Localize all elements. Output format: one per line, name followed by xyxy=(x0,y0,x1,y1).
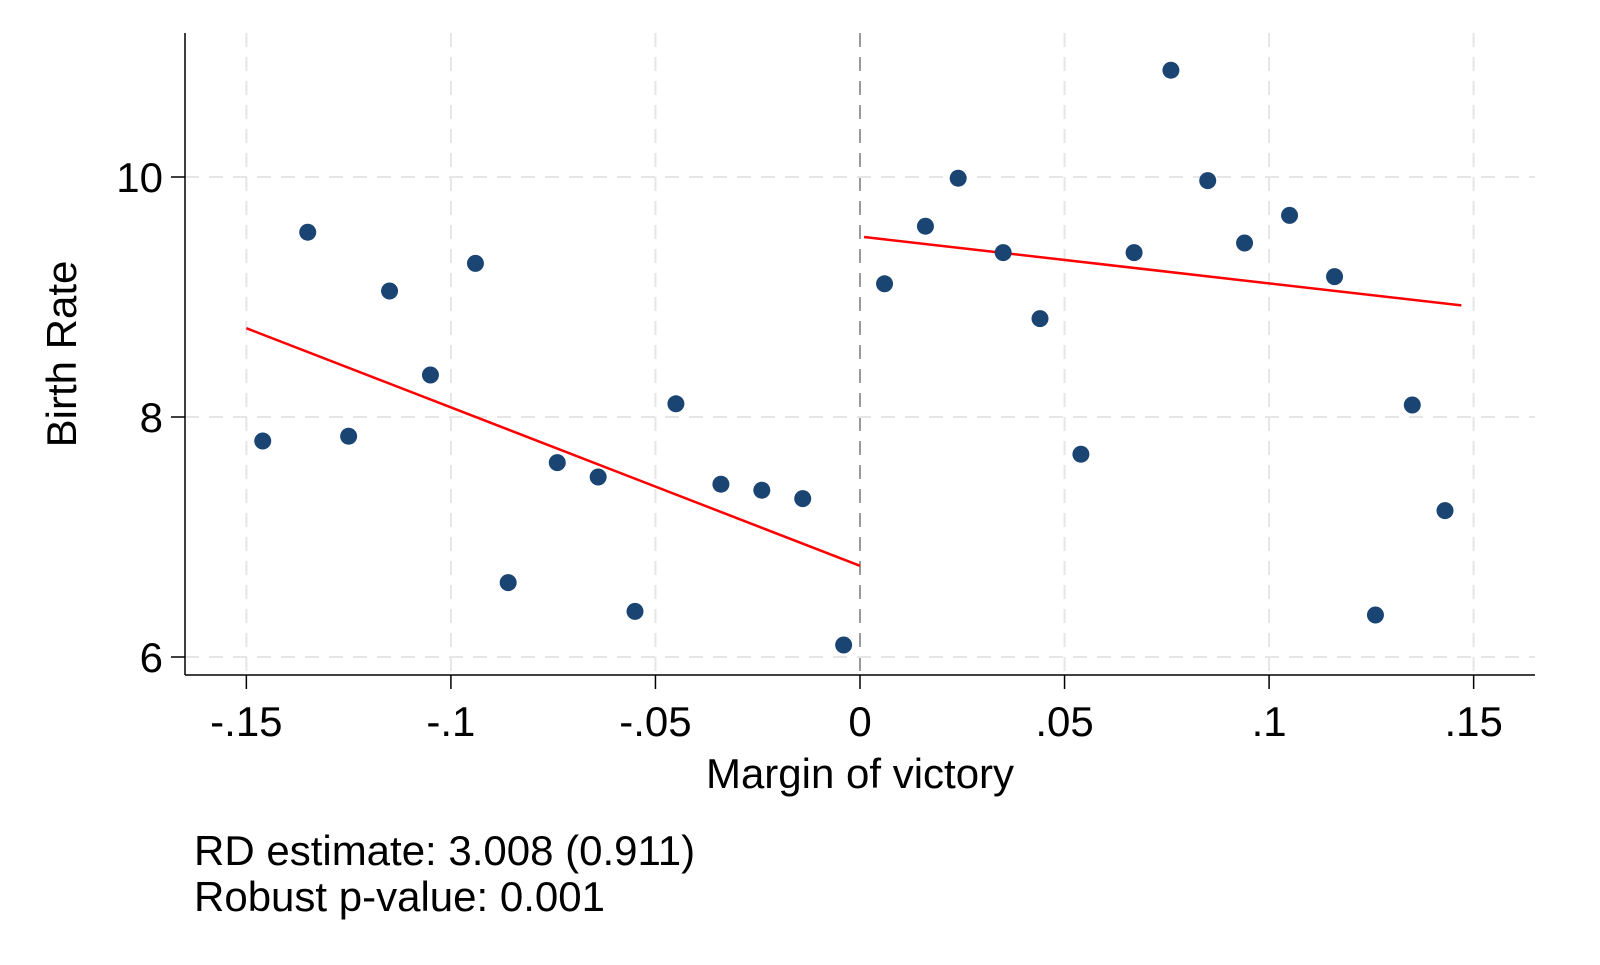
point-layer xyxy=(254,61,1454,654)
x-tick-label: -.1 xyxy=(426,698,475,745)
x-tick-label: .15 xyxy=(1444,698,1502,745)
data-point xyxy=(466,254,484,272)
data-point xyxy=(1436,502,1454,520)
fit-line-right xyxy=(863,235,1462,307)
y-tick-label: 6 xyxy=(140,634,163,681)
data-point xyxy=(1199,172,1217,190)
data-point xyxy=(1326,268,1344,286)
data-point xyxy=(299,223,317,241)
data-point xyxy=(994,244,1012,262)
x-tick-label: 0 xyxy=(848,698,871,745)
estimate-notes: RD estimate: 3.008 (0.911) Robust p-valu… xyxy=(194,828,695,920)
p-value-text: Robust p-value: 0.001 xyxy=(194,873,605,920)
data-point xyxy=(1125,244,1143,262)
x-axis-label: Margin of victory xyxy=(706,750,1014,797)
data-point xyxy=(712,475,730,493)
data-point xyxy=(1072,445,1090,463)
data-point xyxy=(949,169,967,187)
y-tick-label: 8 xyxy=(140,394,163,441)
data-point xyxy=(1281,206,1299,224)
data-point xyxy=(1403,396,1421,414)
data-point xyxy=(381,282,399,300)
data-point xyxy=(340,427,358,445)
data-point xyxy=(794,490,812,508)
data-point xyxy=(916,217,934,235)
data-point xyxy=(254,432,272,450)
axis-layer xyxy=(171,33,1535,689)
data-point xyxy=(667,395,685,413)
data-point xyxy=(589,468,607,486)
y-tick-label: 10 xyxy=(116,154,163,201)
x-tick-label: .05 xyxy=(1035,698,1093,745)
data-point xyxy=(835,636,853,654)
x-tick-label: -.15 xyxy=(210,698,282,745)
grid-layer xyxy=(185,33,1535,675)
x-tick-label: -.05 xyxy=(619,698,691,745)
x-tick-label: .1 xyxy=(1252,698,1287,745)
data-point xyxy=(753,481,771,499)
label-layer: Margin of victory Birth Rate -.15 -.1 -.05… xyxy=(38,154,1503,797)
fit-layer xyxy=(245,235,1462,567)
data-point xyxy=(548,454,566,472)
data-point xyxy=(1366,606,1384,624)
y-axis-label: Birth Rate xyxy=(38,261,85,448)
rd-estimate-text: RD estimate: 3.008 (0.911) xyxy=(194,827,696,874)
data-point xyxy=(1236,234,1254,252)
data-point xyxy=(876,275,894,293)
data-point xyxy=(1162,61,1180,79)
data-point xyxy=(499,574,517,592)
fit-line-left xyxy=(245,327,861,567)
data-point xyxy=(1031,310,1049,328)
data-point xyxy=(421,366,439,384)
data-point xyxy=(626,602,644,620)
